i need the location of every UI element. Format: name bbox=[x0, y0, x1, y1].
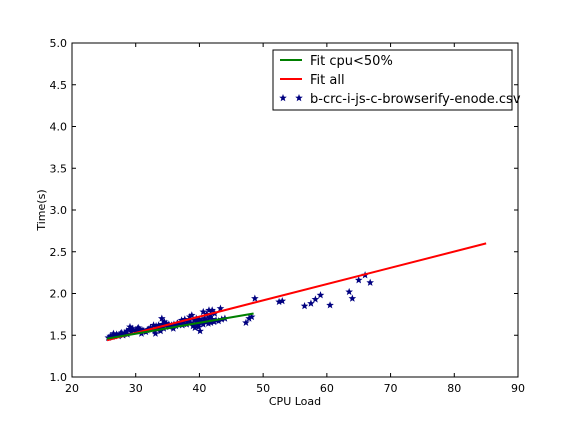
scatter-point bbox=[204, 319, 213, 327]
scatter-point bbox=[122, 327, 131, 335]
scatter-point bbox=[275, 297, 283, 306]
scatter-point bbox=[156, 327, 165, 335]
scatter-point bbox=[134, 323, 143, 331]
scatter-point bbox=[121, 328, 129, 336]
scatter-point bbox=[278, 297, 287, 305]
fit-line bbox=[106, 312, 254, 340]
y-tick-label: 4.0 bbox=[50, 121, 68, 134]
scatter-point bbox=[198, 317, 206, 325]
scatter-point bbox=[186, 312, 194, 321]
scatter-point bbox=[300, 302, 309, 310]
scatter-point bbox=[160, 317, 169, 326]
scatter-point bbox=[180, 315, 189, 323]
scatter-point bbox=[245, 314, 253, 322]
scatter-point bbox=[345, 287, 353, 296]
marks-layer bbox=[104, 242, 487, 342]
scatter-point bbox=[214, 317, 223, 325]
fit-line bbox=[106, 242, 487, 342]
x-axis-label: CPU Load bbox=[269, 395, 321, 408]
scatter-point bbox=[311, 295, 320, 303]
scatter-point bbox=[167, 321, 176, 329]
scatter-point bbox=[152, 322, 160, 330]
plot-frame bbox=[71, 42, 519, 378]
x-tick-label: 20 bbox=[65, 382, 79, 395]
scatter-point bbox=[187, 311, 196, 319]
scatter-point bbox=[208, 315, 216, 323]
scatter-point bbox=[196, 327, 204, 335]
scatter-point bbox=[109, 329, 118, 337]
scatter-point bbox=[207, 318, 215, 326]
legend-marker bbox=[279, 94, 287, 102]
scatter-point bbox=[112, 330, 121, 338]
scatter-point bbox=[125, 325, 134, 333]
scatter-point bbox=[193, 317, 201, 326]
ticks-layer: 20 30 40 50 60 70 80 90 1.0 1.5 2.0 2.5 3.0 3.5 4.0 4.5… bbox=[50, 37, 526, 395]
scatter-point bbox=[205, 306, 213, 314]
scatter-point bbox=[189, 322, 197, 330]
scatter-point bbox=[108, 332, 116, 341]
scatter-point bbox=[165, 322, 174, 331]
scatter-point bbox=[195, 315, 204, 323]
y-tick-label: 2.5 bbox=[50, 246, 68, 259]
scatter-point bbox=[149, 321, 158, 329]
scatter-point bbox=[208, 306, 216, 314]
scatter-point bbox=[247, 312, 256, 321]
scatter-point bbox=[194, 322, 203, 331]
y-tick-label: 2.0 bbox=[50, 288, 68, 301]
y-tick-label: 3.0 bbox=[50, 204, 68, 217]
scatter-point bbox=[184, 317, 193, 325]
scatter-point bbox=[151, 329, 160, 337]
scatter-point bbox=[316, 291, 325, 299]
scatter-point bbox=[348, 294, 357, 302]
scatter-point bbox=[177, 316, 186, 324]
x-tick-label: 60 bbox=[320, 382, 334, 395]
legend-label: Fit cpu<50% bbox=[310, 54, 393, 69]
y-tick-label: 1.5 bbox=[50, 329, 68, 342]
scatter-point bbox=[307, 299, 315, 307]
legend-items: Fit cpu<50% Fit all b-crc-i-js-c-browserif… bbox=[279, 54, 521, 107]
scatter-point bbox=[191, 323, 199, 331]
scatter-point bbox=[251, 294, 259, 302]
scatter-point bbox=[126, 322, 134, 331]
x-tick-label: 30 bbox=[129, 382, 143, 395]
scatter-point bbox=[199, 307, 208, 316]
legend: Fit cpu<50% Fit all b-crc-i-js-c-browserif… bbox=[272, 49, 521, 111]
scatter-point bbox=[203, 316, 211, 324]
scatter-point bbox=[154, 321, 163, 329]
scatter-point bbox=[128, 324, 137, 332]
scatter-point bbox=[199, 320, 208, 328]
y-tick-label: 1.0 bbox=[50, 371, 68, 384]
legend-label: Fit all bbox=[310, 73, 345, 88]
x-tick-label: 40 bbox=[192, 382, 206, 395]
scatter-point bbox=[205, 313, 214, 321]
scatter-point bbox=[186, 318, 195, 326]
scatter-point bbox=[117, 328, 126, 336]
y-tick-label: 5.0 bbox=[50, 37, 68, 50]
x-tick-label: 70 bbox=[384, 382, 398, 395]
scatter-point bbox=[190, 316, 199, 324]
x-tick-label: 80 bbox=[447, 382, 461, 395]
legend-label: b-crc-i-js-c-browserify-enode.csv bbox=[310, 92, 521, 107]
scatter-point bbox=[326, 301, 334, 309]
y-tick-label: 3.5 bbox=[50, 162, 68, 175]
scatter-point bbox=[366, 278, 374, 286]
scatter-point bbox=[200, 314, 209, 322]
scatter-point bbox=[216, 304, 225, 312]
x-tick-label: 90 bbox=[511, 382, 525, 395]
scatter-point bbox=[158, 314, 166, 322]
x-tick-label: 50 bbox=[256, 382, 270, 395]
legend-marker bbox=[295, 94, 303, 102]
legend-box bbox=[272, 49, 513, 111]
y-axis-label: Time(s) bbox=[35, 189, 48, 231]
y-tick-label: 4.5 bbox=[50, 79, 68, 92]
scatter-point bbox=[242, 318, 250, 326]
scatter-point bbox=[354, 276, 363, 284]
scatter-point bbox=[127, 327, 136, 336]
scatter-point bbox=[210, 317, 218, 326]
